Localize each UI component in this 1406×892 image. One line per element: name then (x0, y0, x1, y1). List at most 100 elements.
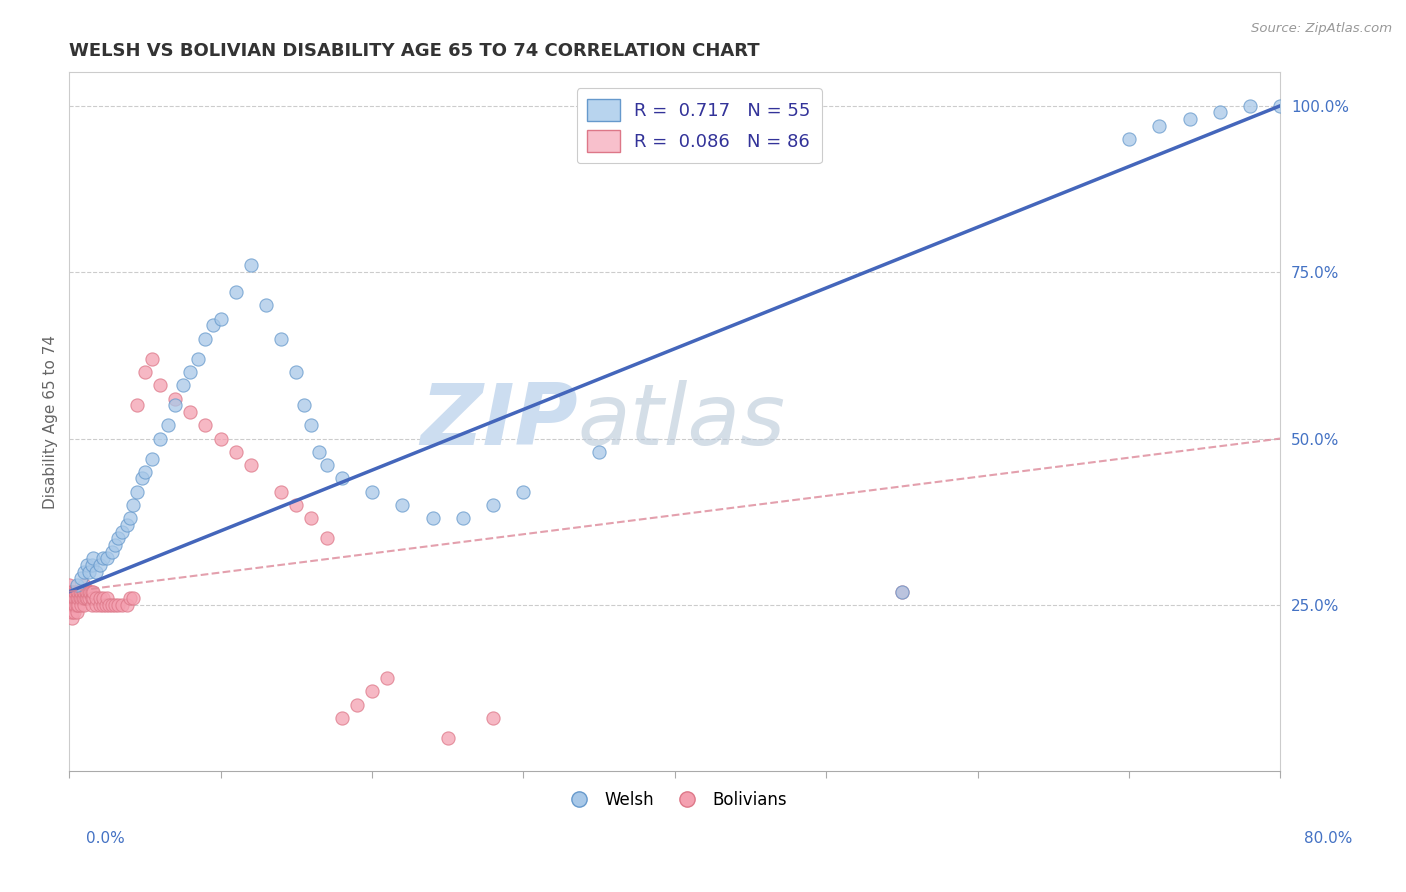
Point (67, 584, 90, 599)
Point (89, 558, 111, 572)
Point (73, 598, 96, 612)
Point (330, 711, 353, 725)
Point (58, 584, 80, 599)
Point (179, 365, 201, 379)
Point (80, 591, 103, 606)
Point (127, 398, 149, 412)
Point (361, 484, 384, 499)
Point (134, 365, 156, 379)
Point (80, 598, 103, 612)
Text: atlas: atlas (578, 380, 786, 464)
Text: 0.0%: 0.0% (86, 831, 125, 846)
Point (80, 584, 103, 599)
Point (72, 584, 94, 599)
Point (225, 285, 247, 299)
Point (239, 259, 262, 273)
Point (59, 605, 82, 619)
Point (60, 591, 83, 606)
Point (73, 591, 96, 606)
Point (82, 591, 104, 606)
Point (59, 598, 82, 612)
Text: Source: ZipAtlas.com: Source: ZipAtlas.com (1251, 22, 1392, 36)
Point (75, 584, 97, 599)
Point (107, 598, 129, 612)
Point (194, 418, 217, 433)
Point (131, 471, 153, 485)
Point (59, 584, 82, 599)
Point (121, 591, 143, 606)
Point (100, 598, 122, 612)
Point (270, 332, 292, 346)
Point (66, 605, 89, 619)
Point (77, 591, 100, 606)
Point (202, 318, 225, 333)
Point (94, 598, 117, 612)
Point (375, 671, 398, 685)
Point (86, 598, 108, 612)
Point (82, 551, 104, 566)
Point (111, 598, 134, 612)
Point (70, 571, 93, 585)
Point (100, 545, 122, 559)
Point (89, 598, 111, 612)
Point (361, 684, 384, 698)
Point (301, 418, 323, 433)
Point (194, 332, 217, 346)
Legend: Welsh, Bolivians: Welsh, Bolivians (555, 784, 793, 815)
Point (127, 484, 149, 499)
Point (73, 584, 96, 599)
Point (72, 591, 94, 606)
Point (482, 498, 505, 512)
Point (104, 598, 127, 612)
Point (1149, 119, 1171, 133)
Point (75, 591, 97, 606)
Point (104, 538, 127, 552)
Point (346, 698, 368, 712)
Point (91, 591, 114, 606)
Point (77, 565, 100, 579)
Point (270, 484, 292, 499)
Point (149, 432, 172, 446)
Point (225, 445, 247, 459)
Point (1178, 112, 1201, 126)
Point (82, 584, 104, 599)
Point (96, 591, 118, 606)
Point (292, 398, 315, 412)
Point (76, 558, 98, 572)
Point (62, 591, 84, 606)
Point (60, 598, 83, 612)
Point (80, 558, 103, 572)
Point (315, 458, 337, 472)
Point (76, 591, 98, 606)
Point (86, 591, 108, 606)
Point (141, 351, 163, 366)
Point (115, 598, 138, 612)
Point (107, 532, 129, 546)
Point (1209, 105, 1232, 120)
Point (179, 405, 201, 419)
Text: WELSH VS BOLIVIAN DISABILITY AGE 65 TO 74 CORRELATION CHART: WELSH VS BOLIVIAN DISABILITY AGE 65 TO 7… (69, 42, 759, 60)
Point (588, 445, 610, 459)
Point (66, 584, 89, 599)
Point (436, 731, 458, 745)
Point (254, 298, 277, 312)
Point (65, 584, 87, 599)
Point (65, 598, 87, 612)
Point (512, 484, 534, 499)
Point (67, 591, 90, 606)
Point (890, 584, 912, 599)
Point (187, 351, 209, 366)
Point (59, 591, 82, 606)
Point (165, 398, 187, 412)
Point (91, 551, 114, 566)
Point (1118, 132, 1140, 146)
Point (111, 524, 134, 539)
Point (134, 465, 156, 479)
Text: ZIP: ZIP (420, 380, 578, 464)
Point (62, 598, 84, 612)
Point (62, 584, 84, 599)
Point (58, 591, 80, 606)
Point (118, 511, 141, 525)
Point (239, 458, 262, 472)
Point (97, 598, 120, 612)
